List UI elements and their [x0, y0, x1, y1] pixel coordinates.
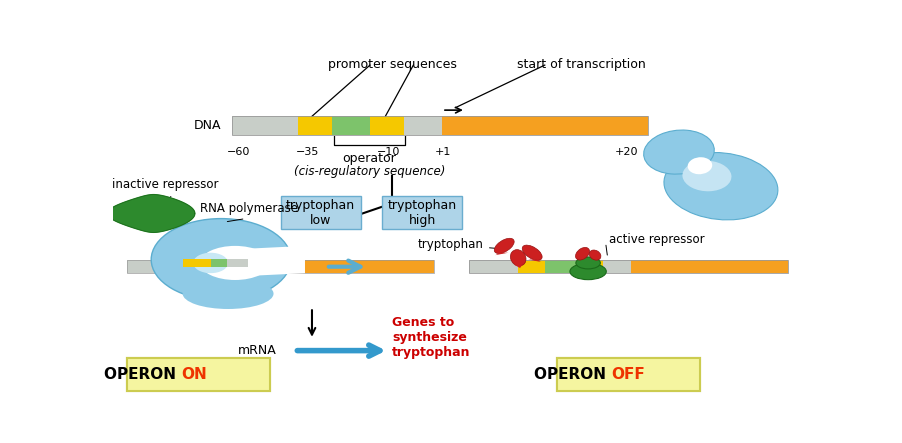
Bar [332, 116, 370, 135]
FancyBboxPatch shape [382, 196, 463, 229]
FancyBboxPatch shape [126, 358, 270, 391]
Ellipse shape [152, 218, 291, 300]
Text: promoter sequences: promoter sequences [328, 58, 456, 71]
Ellipse shape [644, 130, 714, 174]
Text: +1: +1 [435, 147, 451, 157]
Bar [226, 259, 248, 268]
Bar [519, 260, 545, 273]
Text: −60: −60 [227, 147, 250, 157]
Ellipse shape [193, 253, 228, 273]
Bar [183, 260, 435, 273]
Text: OPERON ON: OPERON ON [147, 367, 250, 382]
FancyBboxPatch shape [557, 358, 700, 391]
Polygon shape [528, 260, 541, 262]
Text: OPERON OFF: OPERON OFF [573, 367, 684, 382]
Bar [403, 116, 442, 135]
Ellipse shape [200, 246, 270, 280]
FancyBboxPatch shape [126, 358, 270, 391]
Text: active repressor: active repressor [609, 233, 704, 245]
Bar [370, 116, 403, 135]
Text: tryptophan
high: tryptophan high [388, 198, 456, 227]
Bar [183, 259, 211, 268]
Bar [469, 260, 788, 273]
Text: OPERON: OPERON [590, 367, 667, 382]
Text: inactive repressor: inactive repressor [112, 179, 218, 191]
Ellipse shape [570, 263, 606, 280]
Polygon shape [107, 194, 195, 232]
Ellipse shape [575, 257, 601, 269]
Ellipse shape [687, 157, 713, 174]
Bar [630, 260, 788, 273]
Text: operator: operator [343, 152, 396, 165]
Text: mRNA: mRNA [238, 344, 277, 357]
Bar [545, 260, 576, 273]
Text: Genes to
synthesize
tryptophan: Genes to synthesize tryptophan [392, 316, 471, 359]
Text: tryptophan: tryptophan [418, 238, 483, 251]
Ellipse shape [494, 238, 514, 253]
Text: OFF: OFF [611, 367, 645, 382]
Ellipse shape [511, 250, 526, 266]
Bar [232, 116, 298, 135]
Bar [603, 260, 630, 273]
Polygon shape [235, 246, 305, 276]
Text: −10: −10 [377, 147, 400, 157]
Ellipse shape [683, 161, 732, 191]
Text: tryptophan
low: tryptophan low [286, 198, 355, 227]
Bar [469, 260, 519, 273]
Bar [232, 116, 649, 135]
Polygon shape [495, 253, 509, 255]
Text: +20: +20 [615, 147, 639, 157]
Text: start of transcription: start of transcription [517, 58, 646, 71]
Text: RNA polymerase: RNA polymerase [200, 202, 298, 215]
Text: OPERON: OPERON [534, 367, 611, 382]
Bar [442, 116, 649, 135]
Ellipse shape [664, 152, 778, 220]
Ellipse shape [575, 248, 590, 260]
Text: OPERON: OPERON [104, 367, 181, 382]
Text: ON: ON [181, 367, 207, 382]
Ellipse shape [182, 278, 273, 309]
Bar [126, 260, 281, 273]
FancyBboxPatch shape [557, 358, 700, 391]
Bar [298, 116, 332, 135]
Bar [126, 260, 435, 273]
Text: (cis-regulatory sequence): (cis-regulatory sequence) [294, 165, 445, 178]
Bar [211, 259, 238, 268]
Bar [576, 260, 603, 273]
Ellipse shape [522, 245, 542, 260]
Text: −35: −35 [295, 147, 318, 157]
Text: DNA: DNA [194, 119, 221, 132]
FancyBboxPatch shape [281, 196, 361, 229]
Polygon shape [514, 264, 522, 268]
Text: OPERON: OPERON [160, 367, 237, 382]
Ellipse shape [589, 250, 601, 260]
